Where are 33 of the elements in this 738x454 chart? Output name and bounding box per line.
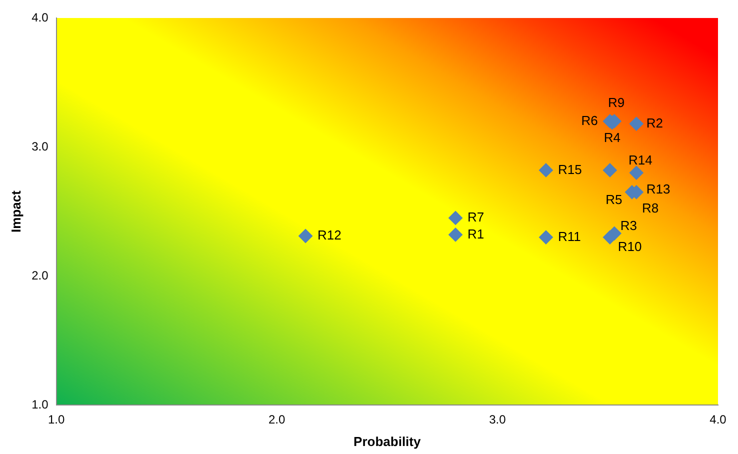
x-tick-label: 2.0: [268, 412, 286, 427]
point: [448, 228, 463, 242]
point: [538, 230, 553, 244]
point: [602, 163, 617, 178]
y-tick-label: 2.0: [32, 268, 49, 282]
annotation: R9: [608, 94, 625, 110]
point: [629, 116, 644, 131]
point: [448, 210, 463, 225]
point: [538, 163, 553, 178]
annotation: R6: [581, 112, 598, 128]
annotation: R7: [468, 210, 484, 225]
annotation: R10: [618, 238, 642, 254]
annotation: R15: [558, 162, 582, 177]
annotation: R3: [620, 218, 637, 234]
y-tick-label: 1.0: [32, 397, 49, 412]
annotation: R11: [558, 228, 581, 244]
y-tick-label: 3.0: [32, 139, 49, 154]
y-tick-label: 4.0: [32, 10, 49, 24]
annotation: R13: [646, 182, 670, 197]
x-tick-label: 4.0: [710, 412, 727, 427]
x-axis-title: Probability: [354, 434, 422, 449]
annotation: R14: [628, 152, 652, 168]
annotation: R5: [606, 192, 622, 207]
point: [298, 229, 313, 244]
annotation: R2: [646, 115, 664, 130]
annotation: R8: [642, 200, 659, 216]
annotation: R1: [468, 226, 484, 242]
point: [629, 166, 644, 180]
y-axis-title: Impact: [8, 190, 24, 232]
annotation: R4: [604, 130, 620, 146]
annotation: R12: [318, 228, 342, 243]
x-tick-label: 1.0: [48, 412, 65, 427]
x-tick-label: 3.0: [489, 412, 506, 427]
